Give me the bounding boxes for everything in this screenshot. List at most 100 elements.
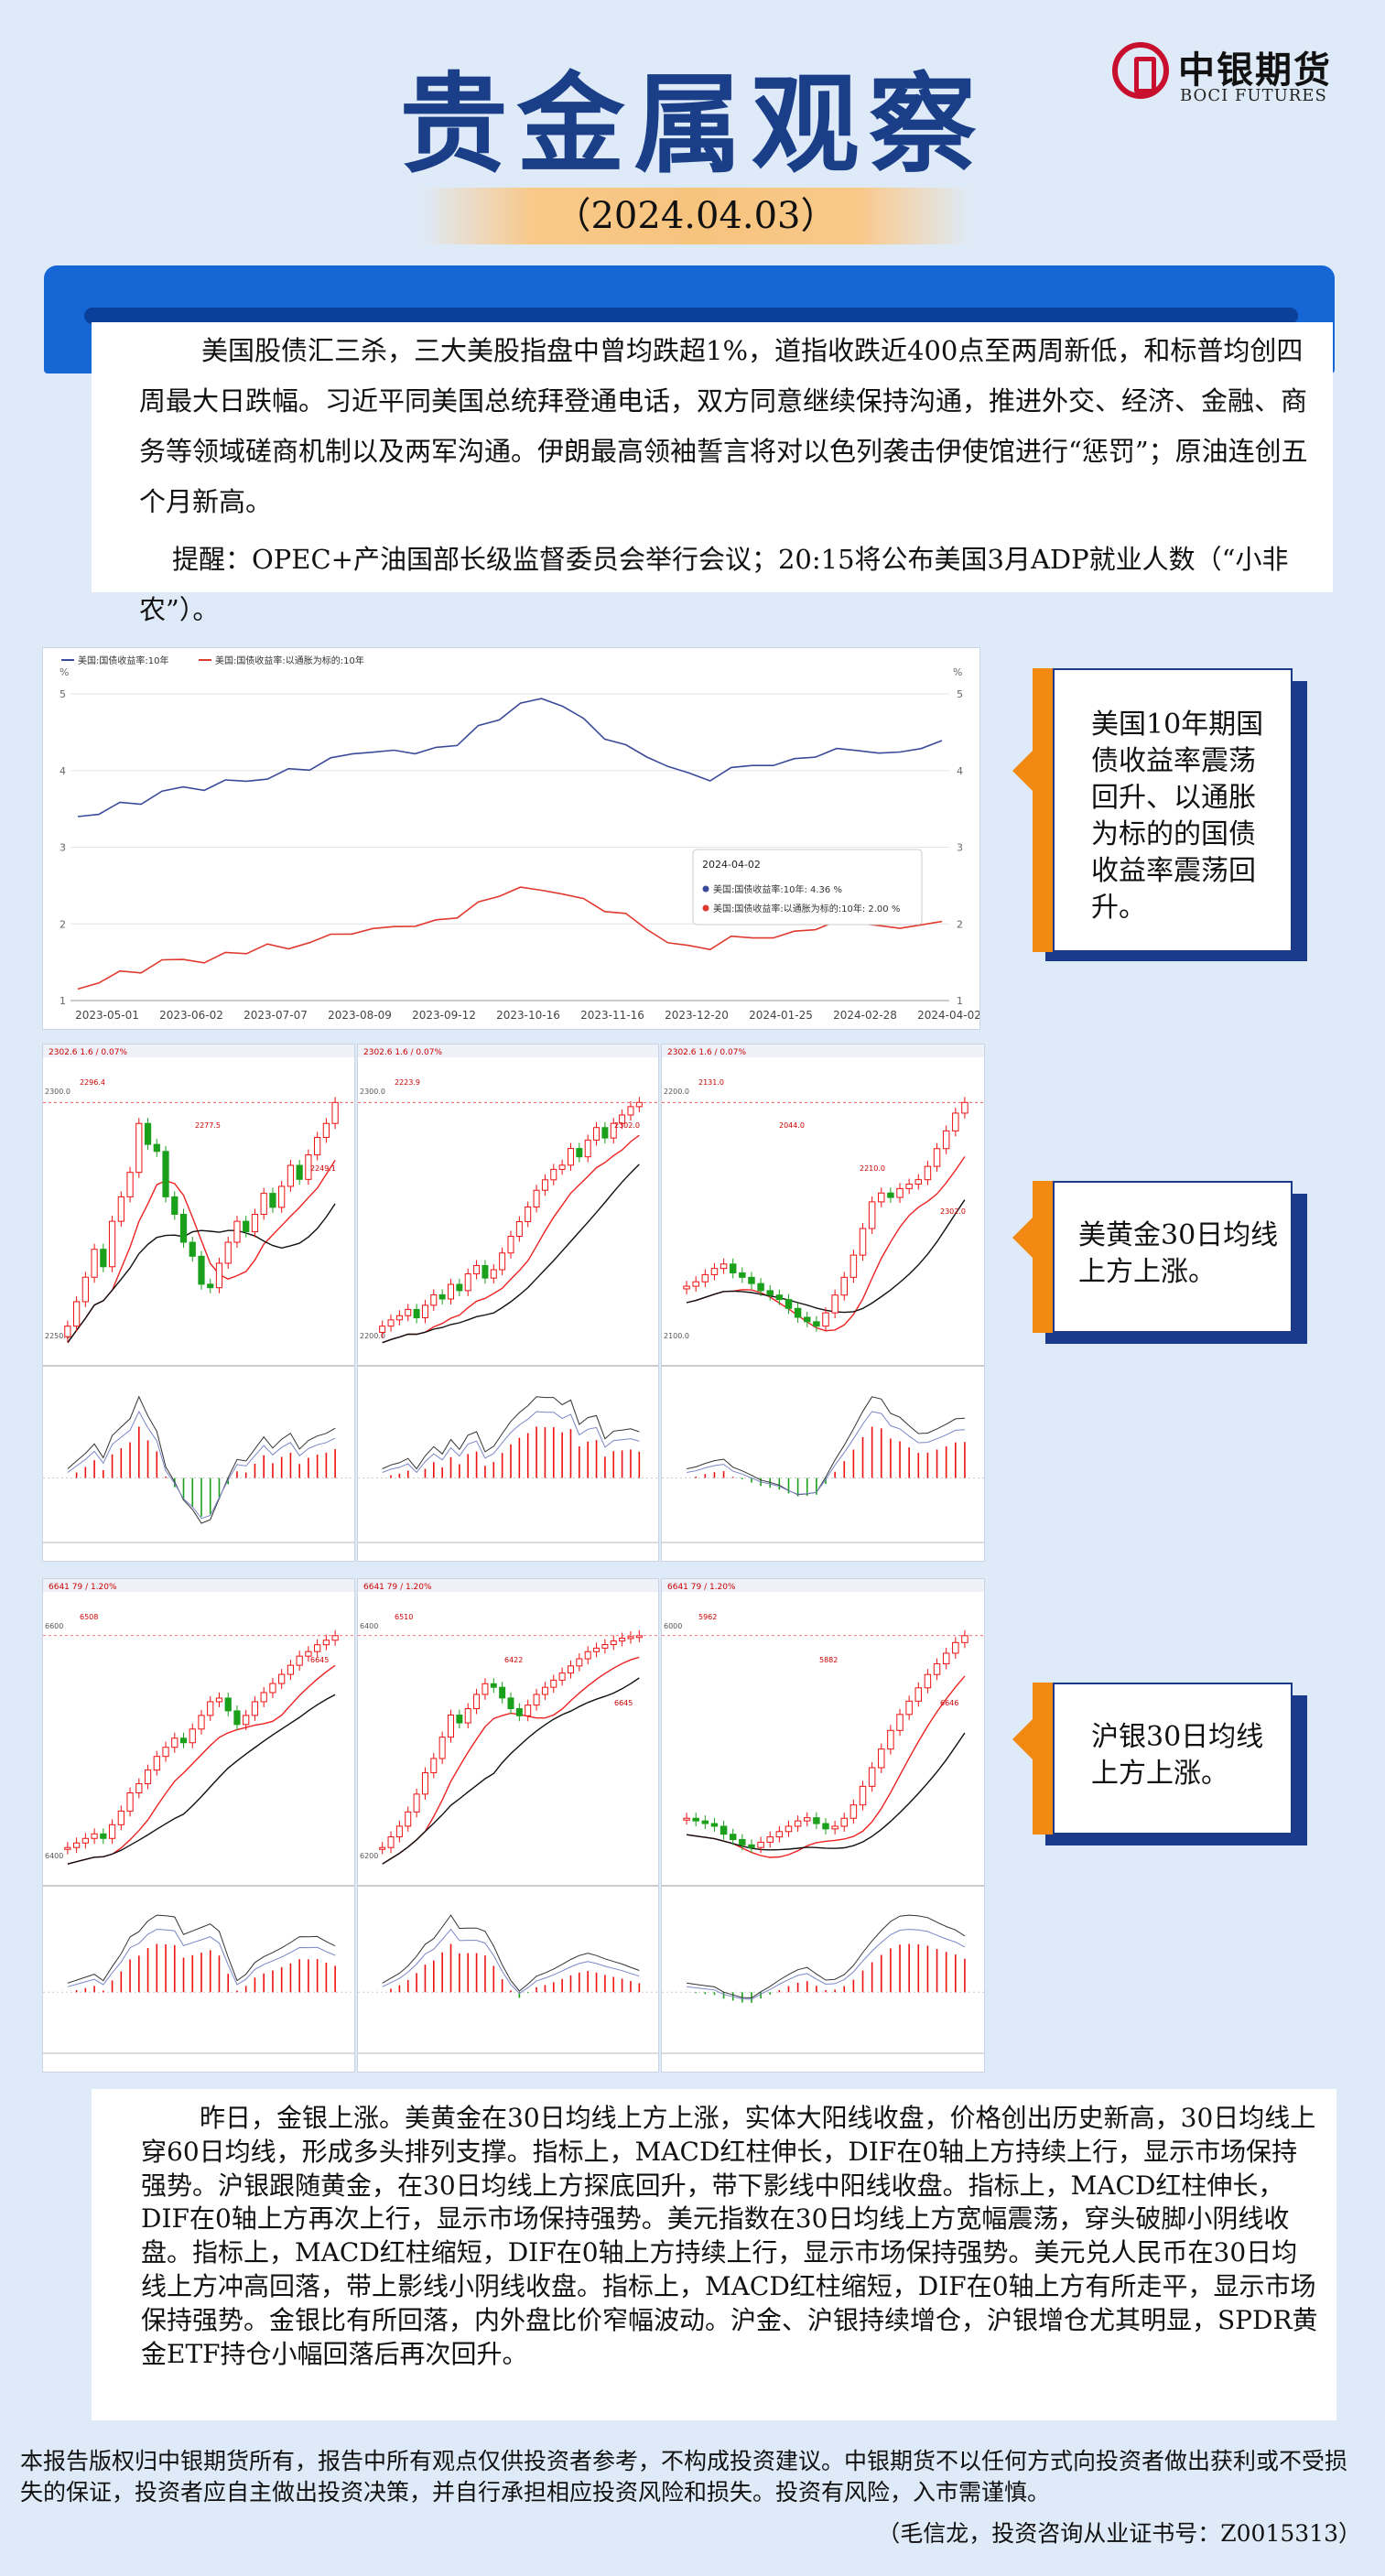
- y-tick-label-right: 2: [957, 918, 963, 930]
- candle-body: [490, 1269, 497, 1279]
- candle-body: [515, 1708, 523, 1716]
- candle-body: [878, 1748, 885, 1769]
- gold-chart-1: 2302.6 1.6 / 0.07% 2300.0 2250.0 2296.4 2277…: [42, 1044, 355, 1562]
- candle-body: [421, 1772, 428, 1795]
- callout-box: 沪银30日均线上方上涨。: [1053, 1683, 1293, 1835]
- x-tick-label: 2023-05-01: [75, 1009, 139, 1022]
- price-label: 6400: [360, 1622, 378, 1630]
- moving-average-line: [67, 1664, 336, 1865]
- x-tick-label: 2023-06-02: [159, 1009, 223, 1022]
- candle-body: [576, 1148, 583, 1158]
- y-tick-label: 3: [60, 842, 66, 854]
- candle-body: [456, 1715, 463, 1724]
- y-tick-label-right: 5: [957, 688, 963, 700]
- dea-line: [382, 1411, 640, 1474]
- dif-line: [382, 1914, 640, 1992]
- candle-body: [379, 1326, 386, 1334]
- dea-line: [382, 1928, 640, 1995]
- candle-body: [108, 1824, 116, 1839]
- price-label: 6600: [45, 1622, 63, 1630]
- candle-body: [207, 1283, 214, 1289]
- silver-chart-3: 6641 79 / 1.20% 6000 5962 5882 6646: [661, 1578, 985, 2073]
- reminder-paragraph: 提醒：OPEC+产油国部长级监督委员会举行会议；20:15将公布美国3月ADP就…: [139, 544, 1289, 625]
- candle-body: [405, 1308, 412, 1316]
- candle-body: [490, 1683, 497, 1688]
- candle-body: [473, 1694, 481, 1710]
- candle-body: [171, 1196, 179, 1215]
- candle-body: [952, 1112, 959, 1131]
- callout-pointer-icon: [1012, 1719, 1033, 1759]
- dif-line: [67, 1914, 336, 1984]
- candle-body: [430, 1293, 438, 1306]
- candle-body: [701, 1820, 709, 1824]
- x-tick-label: 2023-08-09: [328, 1009, 392, 1022]
- tooltip-dot: [702, 904, 709, 912]
- price-label: 2300.0: [45, 1088, 70, 1096]
- price-annotation: 2277.5: [195, 1121, 221, 1130]
- candle-body: [456, 1283, 463, 1292]
- candle-body: [482, 1683, 489, 1695]
- candle-body: [515, 1220, 523, 1237]
- candle-body: [558, 1672, 566, 1681]
- candle-body: [924, 1165, 932, 1181]
- candle-body: [507, 1697, 514, 1710]
- candle-body: [775, 1831, 784, 1838]
- moving-average-line: [382, 1656, 640, 1865]
- logo-name-en: BOCI FUTURES: [1180, 86, 1327, 105]
- candle-body: [269, 1683, 276, 1694]
- candle-body: [961, 1635, 968, 1643]
- price-annotation: 6645: [614, 1699, 633, 1707]
- candle-body: [942, 1130, 950, 1150]
- moving-average-line: [686, 1156, 966, 1332]
- candle-body: [81, 1276, 89, 1303]
- candle-body: [610, 1640, 617, 1645]
- candle-body: [720, 1263, 728, 1270]
- news-paragraph: 美国股债汇三杀，三大美股指盘中曾均跌超1%，道指收跌近400点至两周新低，和标普…: [139, 335, 1308, 517]
- x-tick-label: 2023-07-07: [243, 1009, 308, 1022]
- candle-body: [379, 1846, 386, 1850]
- candle-body: [81, 1837, 89, 1844]
- y-tick-label: 4: [60, 765, 66, 777]
- y-unit-left: %: [60, 666, 69, 678]
- tooltip-box: [692, 849, 923, 925]
- candle-body: [748, 1276, 755, 1284]
- candle-body: [314, 1644, 321, 1652]
- candle-body: [135, 1122, 143, 1174]
- analysis-box: 昨日，金银上涨。美黄金在30日均线上方上涨，实体大阳线收盘，价格创出历史新高，3…: [92, 2089, 1336, 2420]
- candle-body: [171, 1737, 179, 1748]
- candle-body: [189, 1728, 196, 1744]
- candle-body: [794, 1820, 802, 1827]
- candle-body: [729, 1834, 737, 1841]
- chart-header-text: 6641 79 / 1.20%: [49, 1583, 117, 1592]
- candle-body: [153, 1143, 160, 1153]
- y-tick-label-right: 4: [957, 765, 963, 777]
- candle-body: [859, 1228, 867, 1256]
- price-label: 2300.0: [360, 1088, 385, 1096]
- legend-label: 美国:国债收益率:10年: [78, 655, 168, 666]
- candle-body: [100, 1833, 107, 1839]
- candle-body: [584, 1651, 591, 1660]
- candle-body: [840, 1817, 848, 1827]
- chart-header-text: 6641 79 / 1.20%: [667, 1583, 736, 1592]
- candle-body: [525, 1705, 532, 1716]
- silver-chart-2: 6641 79 / 1.20% 6400 6200 6510 6422 6645: [357, 1578, 659, 2073]
- candle-body: [499, 1686, 506, 1699]
- candle-body: [804, 1817, 811, 1822]
- chart-header-text: 2302.6 1.6 / 0.07%: [49, 1048, 127, 1057]
- candle-body: [729, 1263, 737, 1273]
- candle-body: [207, 1701, 214, 1716]
- price-label: 2100.0: [664, 1332, 689, 1340]
- price-annotation: 6510: [395, 1613, 413, 1621]
- candle-body: [610, 1122, 617, 1139]
- price-label: 6200: [360, 1852, 378, 1860]
- y-tick-label-right: 3: [957, 842, 963, 854]
- price-annotation: 2302.0: [940, 1207, 966, 1216]
- candle-body: [533, 1189, 540, 1208]
- dea-line: [67, 1410, 336, 1520]
- candle-body: [421, 1304, 428, 1319]
- candle-body: [831, 1825, 839, 1830]
- candle-body: [914, 1687, 923, 1702]
- x-tick-label: 2023-12-20: [665, 1009, 729, 1022]
- chart-header-bar: [43, 1044, 354, 1057]
- candle-body: [91, 1833, 98, 1839]
